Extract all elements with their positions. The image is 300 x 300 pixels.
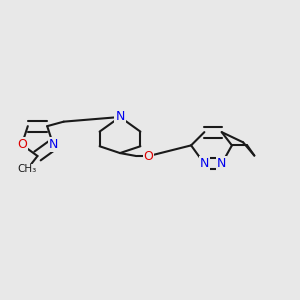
Text: CH₃: CH₃ [17,164,37,175]
Text: N: N [49,138,58,151]
Text: N: N [200,157,209,170]
Text: N: N [115,110,125,124]
Text: N: N [217,157,226,170]
Text: O: O [144,150,153,163]
Text: O: O [17,138,27,151]
